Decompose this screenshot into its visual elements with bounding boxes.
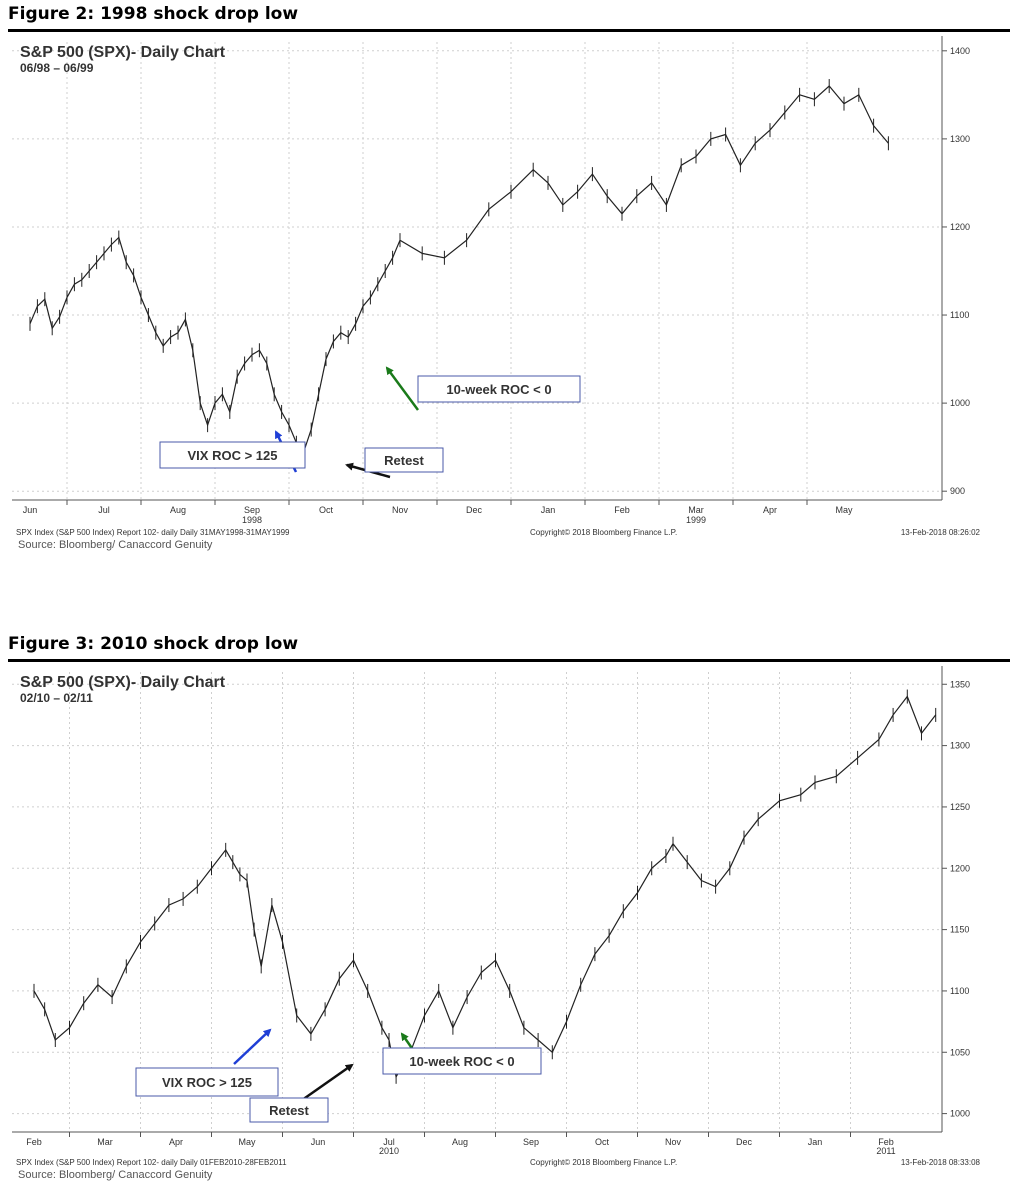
footer-copyright: Copyright© 2018 Bloomberg Finance L.P. bbox=[530, 528, 677, 537]
y-tick-label: 1100 bbox=[950, 986, 969, 996]
x-tick-label: Apr bbox=[763, 505, 777, 515]
y-tick-label: 1300 bbox=[950, 134, 970, 144]
annotation-label: VIX ROC > 125 bbox=[188, 448, 278, 463]
x-tick-label: May bbox=[238, 1137, 256, 1147]
annotation-label: VIX ROC > 125 bbox=[162, 1075, 252, 1090]
chart-title: S&P 500 (SPX)- Daily Chart bbox=[20, 674, 226, 691]
spx-price-line bbox=[33, 695, 937, 1079]
annotation-box bbox=[382, 1047, 542, 1075]
heading-rule bbox=[8, 29, 1010, 32]
y-tick-label: 1400 bbox=[950, 46, 970, 56]
x-tick-label: Jan bbox=[808, 1137, 823, 1147]
x-tick-label: Jun bbox=[23, 505, 38, 515]
y-tick-label: 1300 bbox=[950, 741, 970, 751]
x-tick-label: Oct bbox=[595, 1137, 610, 1147]
year-label: 1999 bbox=[686, 515, 706, 525]
price-chart: 1000 1050 1100 1150 1200 1250 1300 1350 Feb Mar Ap… bbox=[12, 666, 981, 1181]
y-tick-label: 1200 bbox=[950, 863, 970, 873]
footer-report: SPX Index (S&P 500 Index) Report 102- da… bbox=[16, 1158, 287, 1167]
y-tick-label: 1150 bbox=[950, 925, 969, 935]
y-tick-label: 1000 bbox=[950, 1109, 970, 1119]
x-tick-label: Sep bbox=[244, 505, 260, 515]
x-tick-label: Nov bbox=[665, 1137, 682, 1147]
chart-subtitle: 02/10 – 02/11 bbox=[20, 691, 93, 705]
footer-report: SPX Index (S&P 500 Index) Report 102- da… bbox=[16, 528, 290, 537]
year-label: 2011 bbox=[876, 1146, 895, 1156]
annotation-box bbox=[135, 1067, 279, 1097]
y-tick-label: 1200 bbox=[950, 222, 970, 232]
x-tick-label: Mar bbox=[688, 505, 704, 515]
x-tick-label: Apr bbox=[169, 1137, 183, 1147]
x-tick-label: Jul bbox=[98, 505, 110, 515]
figure-3: Figure 3: 2010 shock drop low 1000 1050 11… bbox=[0, 630, 1010, 1200]
heading-rule bbox=[8, 659, 1010, 662]
footer-copyright: Copyright© 2018 Bloomberg Finance L.P. bbox=[530, 1158, 677, 1167]
chart-subtitle: 06/98 – 06/99 bbox=[20, 61, 94, 75]
x-tick-label: Sep bbox=[523, 1137, 539, 1147]
figure-2: Figure 2: 1998 shock drop low 900 1000 110… bbox=[0, 0, 1010, 590]
y-tick-label: 1000 bbox=[950, 398, 970, 408]
x-tick-label: Oct bbox=[319, 505, 334, 515]
x-tick-label: Mar bbox=[97, 1137, 113, 1147]
annotation-box bbox=[159, 441, 306, 469]
x-tick-label: Jan bbox=[541, 505, 556, 515]
annotation-arrow bbox=[385, 366, 420, 411]
x-tick-label: Feb bbox=[26, 1137, 42, 1147]
chart-title: S&P 500 (SPX)- Daily Chart bbox=[20, 44, 226, 61]
y-tick-label: 900 bbox=[950, 486, 965, 496]
annotation-label: 10-week ROC < 0 bbox=[409, 1054, 514, 1069]
x-tick-label: Aug bbox=[452, 1137, 468, 1147]
year-label: 1998 bbox=[242, 515, 262, 525]
annotation-label: Retest bbox=[269, 1103, 309, 1118]
footer-timestamp: 13-Feb-2018 08:33:08 bbox=[901, 1158, 981, 1167]
x-tick-label: Jun bbox=[311, 1137, 326, 1147]
footer-timestamp: 13-Feb-2018 08:26:02 bbox=[901, 528, 981, 537]
x-tick-label: Aug bbox=[170, 505, 186, 515]
annotation-box bbox=[364, 447, 444, 473]
annotation-box bbox=[417, 375, 581, 403]
annotation-box bbox=[249, 1097, 329, 1123]
x-tick-label: Jul bbox=[383, 1137, 395, 1147]
x-tick-label: Dec bbox=[736, 1137, 753, 1147]
x-tick-label: Nov bbox=[392, 505, 409, 515]
annotation-label: 10-week ROC < 0 bbox=[446, 382, 551, 397]
figure-heading: Figure 2: 1998 shock drop low bbox=[8, 4, 299, 24]
y-tick-label: 1100 bbox=[950, 310, 969, 320]
source-note: Source: Bloomberg/ Canaccord Genuity bbox=[18, 1169, 213, 1181]
x-tick-label: Feb bbox=[878, 1137, 894, 1147]
figure-heading: Figure 3: 2010 shock drop low bbox=[8, 634, 299, 654]
annotation-label: Retest bbox=[384, 453, 424, 468]
x-tick-label: May bbox=[835, 505, 853, 515]
x-tick-label: Dec bbox=[466, 505, 483, 515]
y-tick-label: 1250 bbox=[950, 802, 970, 812]
annotation-arrow bbox=[233, 1028, 272, 1065]
year-label: 2010 bbox=[379, 1146, 399, 1156]
source-note: Source: Bloomberg/ Canaccord Genuity bbox=[18, 539, 213, 551]
price-chart: 900 1000 1100 1200 1300 1400 Jun Jul Aug Sep Oct No… bbox=[12, 36, 981, 551]
x-tick-label: Feb bbox=[614, 505, 630, 515]
y-tick-label: 1050 bbox=[950, 1047, 970, 1057]
y-tick-label: 1350 bbox=[950, 679, 970, 689]
